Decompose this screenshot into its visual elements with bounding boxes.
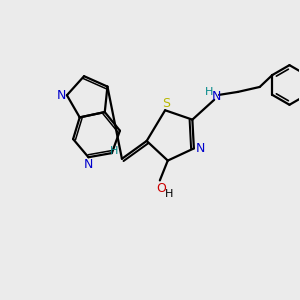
Text: H: H <box>165 189 173 199</box>
Text: O: O <box>156 182 166 195</box>
Text: N: N <box>212 90 221 103</box>
Text: H: H <box>205 87 213 97</box>
Text: N: N <box>196 142 206 155</box>
Text: N: N <box>84 158 93 171</box>
Text: N: N <box>56 89 66 102</box>
Text: H: H <box>110 146 118 156</box>
Text: S: S <box>162 97 170 110</box>
